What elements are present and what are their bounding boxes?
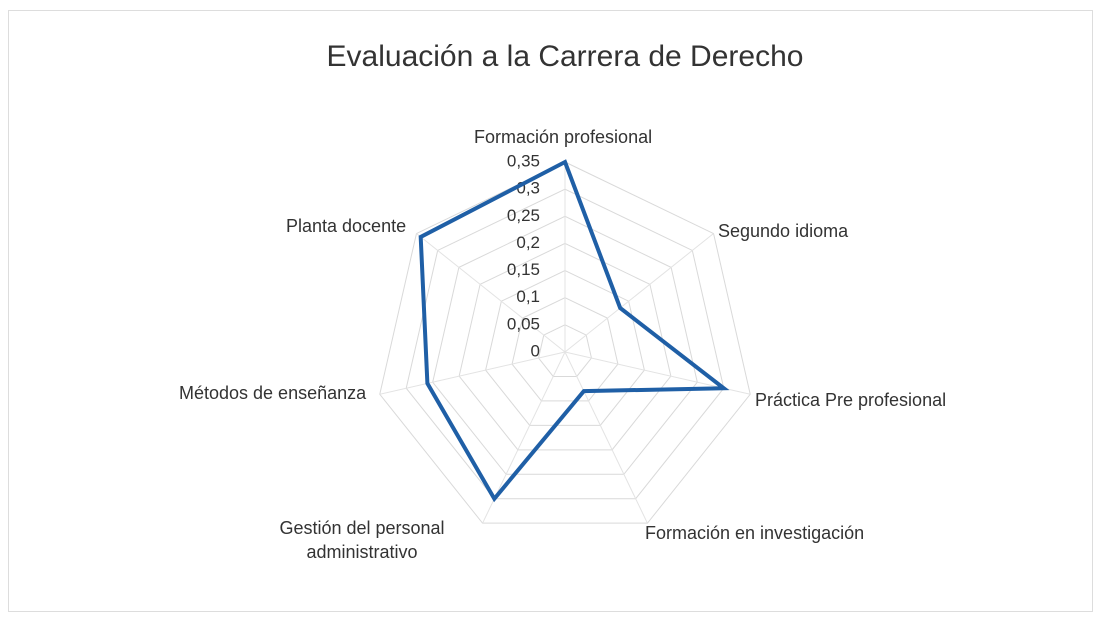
r-tick-label: 0 — [531, 341, 540, 360]
r-tick-label: 0,15 — [507, 260, 540, 279]
category-label: Planta docente — [286, 216, 407, 236]
grid-ring — [432, 215, 698, 475]
grid-ring — [405, 188, 725, 500]
grid-ring — [379, 161, 751, 524]
category-label: Formación profesional — [474, 127, 653, 147]
category-label: Gestión del personal administrativo — [279, 518, 445, 562]
r-tick-label: 0,1 — [516, 287, 540, 306]
chart-frame — [8, 10, 1093, 612]
r-tick-label: 0,05 — [507, 314, 540, 333]
category-label: Métodos de enseñanza — [179, 383, 367, 403]
spoke — [564, 233, 714, 353]
category-label: Segundo idioma — [718, 221, 849, 241]
chart-title: Evaluación a la Carrera de Derecho — [327, 40, 804, 73]
spoke — [416, 233, 566, 353]
category-label: Formación en investigación — [645, 523, 865, 543]
grid-ring — [485, 270, 645, 426]
grid-ring — [537, 324, 593, 377]
r-tick-label: 0,35 — [507, 151, 540, 170]
spoke — [564, 351, 648, 524]
radar-line — [418, 159, 730, 503]
r-tick-label: 0,2 — [516, 233, 540, 252]
grid-ring — [511, 297, 619, 402]
category-label: Práctica Pre profesional — [755, 390, 947, 410]
r-tick-label: 0,25 — [507, 206, 540, 225]
grid-ring — [458, 242, 672, 451]
spoke — [379, 351, 566, 395]
